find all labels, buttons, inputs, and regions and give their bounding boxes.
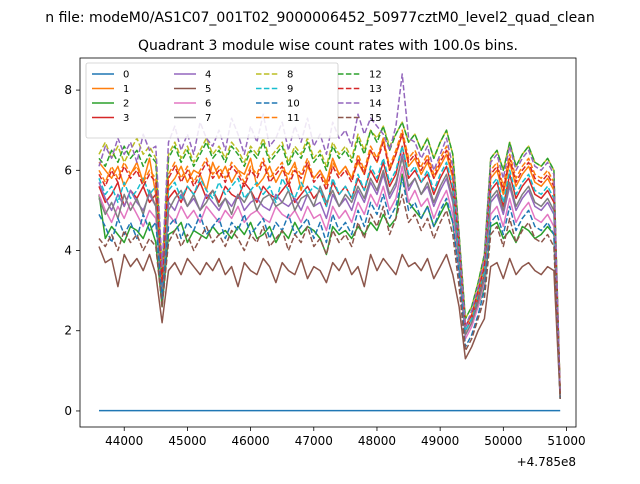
x-tick-label: 47000	[295, 434, 333, 448]
legend-label-13: 13	[369, 84, 382, 95]
x-axis: 44000 45000 46000 47000 48000 49000 50000 51000	[105, 427, 586, 448]
figure-suptitle: n file: modeM0/AS1C07_001T02_9000006452_…	[45, 10, 594, 26]
series-line-8	[98, 121, 561, 395]
y-tick-label: 0	[64, 404, 72, 418]
x-axis-offset-label: +4.785e8	[517, 455, 576, 469]
series-line-13	[98, 133, 561, 395]
series-line-3	[98, 145, 561, 395]
series-line-11	[98, 129, 561, 395]
series-line-7	[98, 157, 561, 395]
legend-label-10: 10	[287, 99, 300, 110]
chart-title: Quadrant 3 module wise count rates with …	[138, 38, 518, 54]
legend-label-3: 3	[123, 113, 129, 124]
x-tick-label: 45000	[168, 434, 206, 448]
y-tick-label: 4	[64, 244, 72, 258]
legend-label-12: 12	[369, 70, 382, 81]
legend-label-8: 8	[287, 70, 293, 81]
legend-label-0: 0	[123, 70, 129, 81]
legend-label-15: 15	[369, 113, 382, 124]
x-tick-label: 51000	[547, 434, 585, 448]
y-tick-label: 8	[64, 83, 72, 97]
legend-label-11: 11	[287, 113, 300, 124]
series-line-15	[98, 193, 561, 399]
legend-label-1: 1	[123, 84, 129, 95]
series-line-12	[98, 121, 561, 395]
legend-label-2: 2	[123, 99, 129, 110]
legend-label-7: 7	[205, 113, 211, 124]
series-line-10	[98, 177, 561, 399]
y-axis: 0 2 4 6 8	[64, 83, 80, 418]
y-tick-label: 6	[64, 163, 72, 177]
legend-label-4: 4	[205, 70, 211, 81]
legend-label-9: 9	[287, 84, 293, 95]
legend-label-5: 5	[205, 84, 211, 95]
y-tick-label: 2	[64, 324, 72, 338]
legend-frame	[85, 62, 339, 139]
x-tick-label: 50000	[484, 434, 522, 448]
x-tick-label: 44000	[105, 434, 143, 448]
legend-label-6: 6	[205, 99, 211, 110]
x-tick-label: 49000	[421, 434, 459, 448]
series-line-9	[98, 145, 561, 395]
legend-label-14: 14	[369, 99, 382, 110]
series-line-5	[98, 246, 561, 399]
x-tick-label: 48000	[358, 434, 396, 448]
x-tick-label: 46000	[232, 434, 270, 448]
plot-frame	[79, 57, 577, 428]
